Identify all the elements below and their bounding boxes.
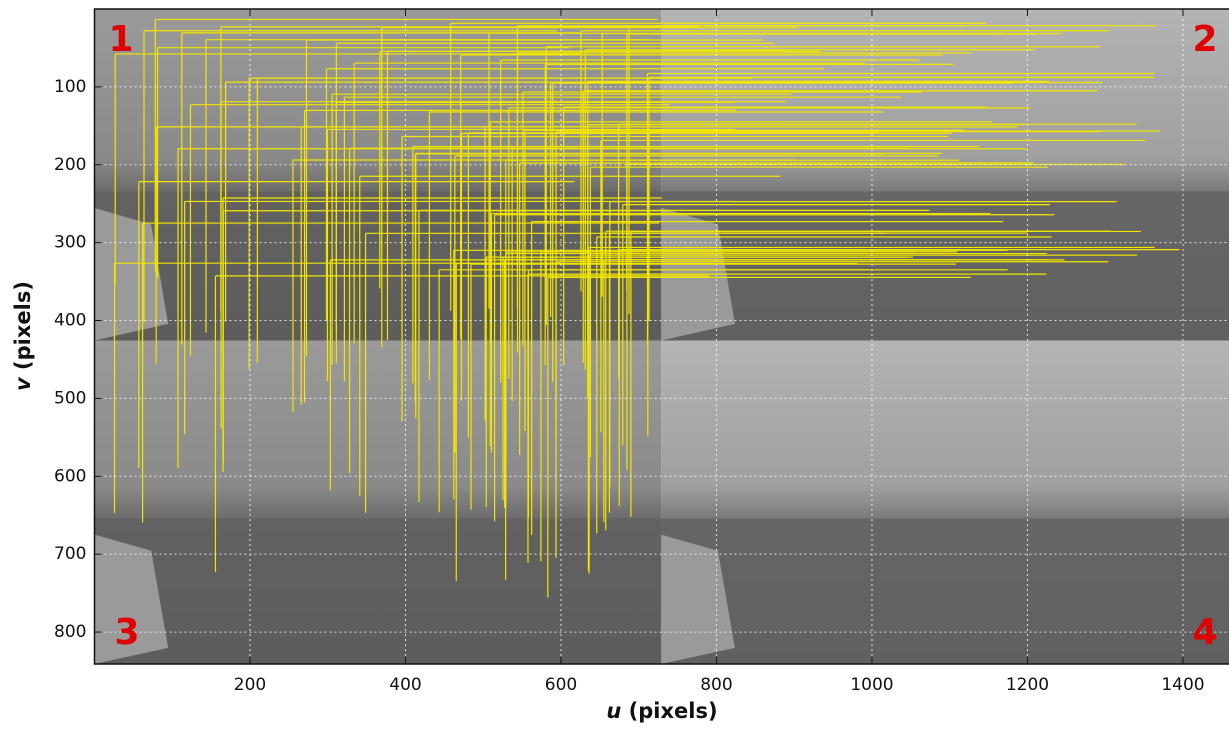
- y-tick-label: 300: [54, 233, 86, 253]
- figure: u (pixels) v (pixels) 200400600800100012…: [0, 0, 1229, 726]
- y-tick-label: 500: [54, 388, 86, 408]
- x-tick-label: 600: [545, 675, 577, 695]
- x-tick-label: 400: [389, 675, 421, 695]
- plot-area: [95, 9, 1229, 664]
- y-tick-label: 400: [54, 311, 86, 331]
- y-tick-label: 700: [54, 544, 86, 564]
- road: [661, 518, 1229, 664]
- x-tick-label: 1200: [1006, 675, 1049, 695]
- y-tick-label: 600: [54, 466, 86, 486]
- y-tick-label: 100: [54, 77, 86, 97]
- x-label-unit: (pixels): [629, 699, 718, 723]
- x-label-var: u: [606, 699, 621, 723]
- x-tick-label: 1400: [1161, 675, 1204, 695]
- y-label-unit: (pixels): [11, 281, 35, 370]
- quadrant-label: 3: [115, 612, 140, 653]
- y-label-var: v: [11, 376, 35, 391]
- x-tick-label: 1000: [850, 675, 893, 695]
- x-axis-label: u (pixels): [606, 699, 717, 723]
- x-tick-label: 200: [234, 675, 266, 695]
- quadrant-label: 1: [109, 19, 134, 60]
- quadrant-label: 2: [1193, 19, 1218, 60]
- y-tick-label: 200: [54, 155, 86, 175]
- quadrant-label: 4: [1193, 612, 1218, 653]
- road: [95, 518, 662, 664]
- y-axis-label: v (pixels): [11, 281, 35, 391]
- y-tick-label: 800: [54, 622, 86, 642]
- x-tick-label: 800: [700, 675, 732, 695]
